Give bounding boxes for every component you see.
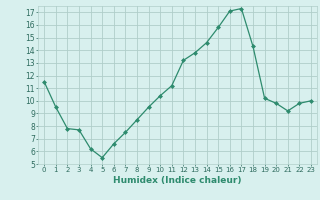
X-axis label: Humidex (Indice chaleur): Humidex (Indice chaleur)	[113, 176, 242, 185]
